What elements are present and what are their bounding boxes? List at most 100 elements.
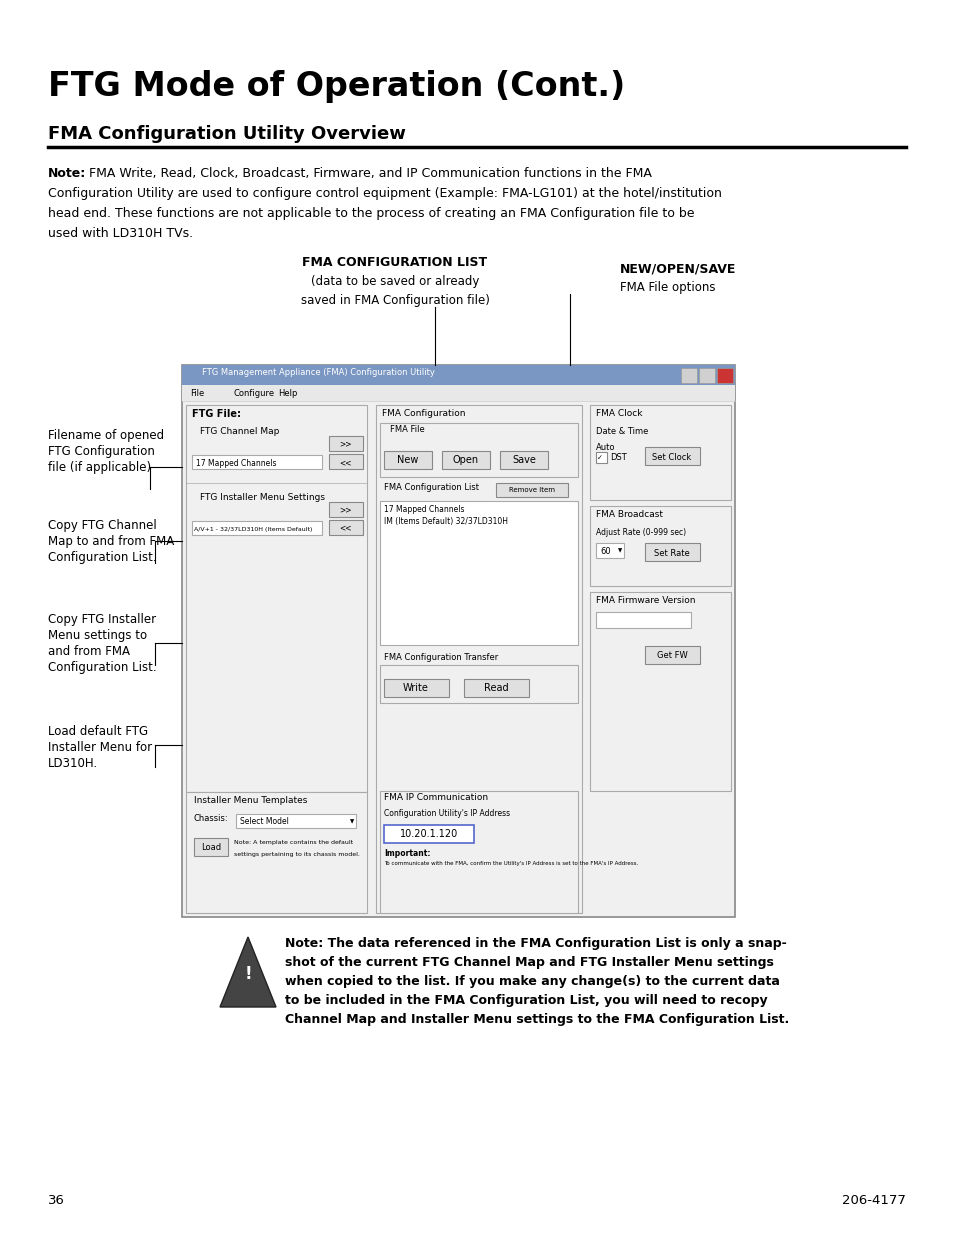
Text: FMA Configuration List: FMA Configuration List <box>384 483 478 492</box>
Bar <box>379 501 578 645</box>
Bar <box>589 506 730 585</box>
Bar <box>644 447 700 466</box>
Text: to be included in the FMA Configuration List, you will need to recopy: to be included in the FMA Configuration … <box>285 994 767 1007</box>
Bar <box>496 483 567 496</box>
Bar <box>463 679 529 697</box>
Text: NEW/OPEN/SAVE: NEW/OPEN/SAVE <box>619 262 736 275</box>
Text: FTG Channel Map: FTG Channel Map <box>200 427 279 436</box>
Bar <box>644 543 700 561</box>
Text: FMA CONFIGURATION LIST: FMA CONFIGURATION LIST <box>302 256 487 269</box>
Bar <box>384 825 474 844</box>
Text: 17 Mapped Channels: 17 Mapped Channels <box>384 505 464 514</box>
Text: Load: Load <box>201 844 221 852</box>
Text: Date & Time: Date & Time <box>596 427 648 436</box>
Text: Read: Read <box>483 683 508 693</box>
Text: FMA Write, Read, Clock, Broadcast, Firmware, and IP Communication functions in t: FMA Write, Read, Clock, Broadcast, Firmw… <box>85 167 651 180</box>
Text: FMA Firmware Version: FMA Firmware Version <box>596 597 695 605</box>
Text: >>: >> <box>339 505 352 515</box>
Bar <box>192 454 322 469</box>
Text: Help: Help <box>277 389 297 398</box>
Bar <box>499 451 547 469</box>
Bar <box>680 368 697 383</box>
Text: IM (Items Default) 32/37LD310H: IM (Items Default) 32/37LD310H <box>384 517 507 526</box>
Text: <<: << <box>339 458 352 468</box>
Bar <box>596 543 623 558</box>
Text: Configuration List.: Configuration List. <box>48 551 156 564</box>
Polygon shape <box>220 937 275 1007</box>
Text: Save: Save <box>512 454 536 466</box>
Bar <box>329 436 363 451</box>
Bar <box>182 366 734 918</box>
Text: ✓: ✓ <box>597 454 602 461</box>
Bar <box>186 405 367 792</box>
Bar <box>329 520 363 535</box>
Text: Map to and from FMA: Map to and from FMA <box>48 535 174 548</box>
Bar <box>644 646 700 664</box>
Text: FMA File options: FMA File options <box>619 282 715 294</box>
Text: Set Clock: Set Clock <box>652 452 691 462</box>
Text: and from FMA: and from FMA <box>48 645 130 658</box>
Text: Copy FTG Installer: Copy FTG Installer <box>48 613 156 626</box>
Bar <box>717 368 732 383</box>
Text: !: ! <box>244 965 252 983</box>
Text: FTG Installer Menu Settings: FTG Installer Menu Settings <box>200 493 325 501</box>
Text: Copy FTG Channel: Copy FTG Channel <box>48 519 156 532</box>
Text: Note: A template contains the default: Note: A template contains the default <box>233 840 353 845</box>
Bar <box>596 452 606 463</box>
Text: FMA Configuration: FMA Configuration <box>381 409 465 417</box>
Text: FMA Configuration Transfer: FMA Configuration Transfer <box>384 653 497 662</box>
Text: file (if applicable): file (if applicable) <box>48 461 151 474</box>
Text: Filename of opened: Filename of opened <box>48 429 164 442</box>
Bar <box>384 679 449 697</box>
Bar <box>589 592 730 790</box>
Text: FMA Clock: FMA Clock <box>596 409 641 417</box>
Bar <box>589 405 730 500</box>
Text: Configuration Utility are used to configure control equipment (Example: FMA-LG10: Configuration Utility are used to config… <box>48 186 721 200</box>
Text: FTG Mode of Operation (Cont.): FTG Mode of Operation (Cont.) <box>48 70 624 103</box>
Text: head end. These functions are not applicable to the process of creating an FMA C: head end. These functions are not applic… <box>48 207 694 220</box>
Text: Adjust Rate (0-999 sec): Adjust Rate (0-999 sec) <box>596 529 685 537</box>
Text: FTG Management Appliance (FMA) Configuration Utility: FTG Management Appliance (FMA) Configura… <box>202 368 435 377</box>
Bar <box>182 366 734 385</box>
Text: ▼: ▼ <box>350 820 354 825</box>
Text: Configuration List.: Configuration List. <box>48 661 156 674</box>
Text: Get FW: Get FW <box>656 652 687 661</box>
Text: File: File <box>190 389 204 398</box>
Text: 206-4177: 206-4177 <box>841 1194 905 1207</box>
Text: Select Model: Select Model <box>240 818 289 826</box>
Bar <box>596 613 690 629</box>
Text: FMA Broadcast: FMA Broadcast <box>596 510 662 519</box>
Text: Chassis:: Chassis: <box>193 814 229 823</box>
Text: Set Rate: Set Rate <box>654 548 689 557</box>
Text: Installer Menu Templates: Installer Menu Templates <box>193 797 307 805</box>
Text: shot of the current FTG Channel Map and FTG Installer Menu settings: shot of the current FTG Channel Map and … <box>285 956 773 969</box>
Text: saved in FMA Configuration file): saved in FMA Configuration file) <box>300 294 489 308</box>
Bar <box>329 501 363 517</box>
Text: FMA Configuration Utility Overview: FMA Configuration Utility Overview <box>48 125 405 143</box>
Bar <box>192 521 322 535</box>
Text: Note:: Note: <box>48 167 86 180</box>
Text: FTG Configuration: FTG Configuration <box>48 445 154 458</box>
Text: FTG File:: FTG File: <box>192 409 241 419</box>
Text: A/V+1 - 32/37LD310H (Items Default): A/V+1 - 32/37LD310H (Items Default) <box>193 526 312 531</box>
Text: Channel Map and Installer Menu settings to the FMA Configuration List.: Channel Map and Installer Menu settings … <box>285 1013 788 1026</box>
Bar <box>384 451 432 469</box>
Text: Configure: Configure <box>233 389 274 398</box>
Bar <box>235 814 355 827</box>
Bar <box>182 385 734 401</box>
Text: FMA IP Communication: FMA IP Communication <box>384 793 488 802</box>
Bar <box>379 790 578 913</box>
Text: (data to be saved or already: (data to be saved or already <box>311 275 478 288</box>
Text: Load default FTG: Load default FTG <box>48 725 148 739</box>
Text: 17 Mapped Channels: 17 Mapped Channels <box>195 458 276 468</box>
Bar <box>379 424 578 477</box>
Bar <box>186 792 367 913</box>
Text: <<: << <box>339 524 352 532</box>
Text: used with LD310H TVs.: used with LD310H TVs. <box>48 227 193 240</box>
Text: 60: 60 <box>599 547 610 556</box>
Text: Important:: Important: <box>384 848 430 858</box>
Text: 36: 36 <box>48 1194 65 1207</box>
Bar <box>329 454 363 469</box>
Bar <box>375 405 581 913</box>
Text: Write: Write <box>402 683 429 693</box>
